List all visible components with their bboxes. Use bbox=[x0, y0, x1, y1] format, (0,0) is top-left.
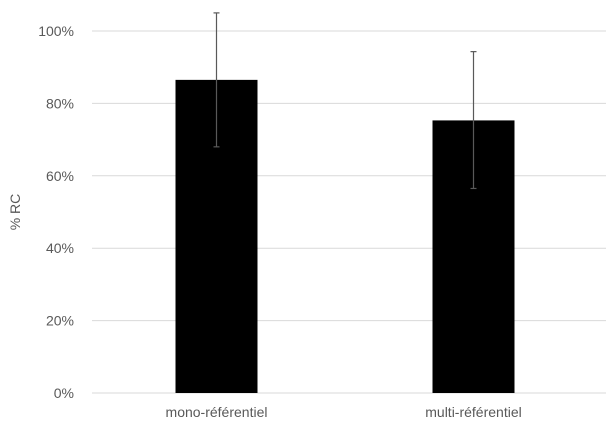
y-tick-label: 0% bbox=[54, 385, 74, 401]
bars bbox=[176, 80, 515, 393]
x-tick-labels: mono-référentiel multi-référentiel bbox=[166, 404, 522, 420]
y-tick-label: 20% bbox=[46, 313, 74, 329]
x-tick-label: mono-référentiel bbox=[166, 404, 268, 420]
x-tick-label: multi-référentiel bbox=[425, 404, 521, 420]
y-tick-label: 60% bbox=[46, 168, 74, 184]
y-tick-labels: 0% 20% 40% 60% 80% 100% bbox=[38, 23, 74, 401]
y-tick-label: 40% bbox=[46, 240, 74, 256]
y-axis-title: % RC bbox=[7, 194, 23, 231]
y-tick-label: 80% bbox=[46, 95, 74, 111]
y-tick-label: 100% bbox=[38, 23, 74, 39]
gridlines bbox=[92, 31, 606, 393]
